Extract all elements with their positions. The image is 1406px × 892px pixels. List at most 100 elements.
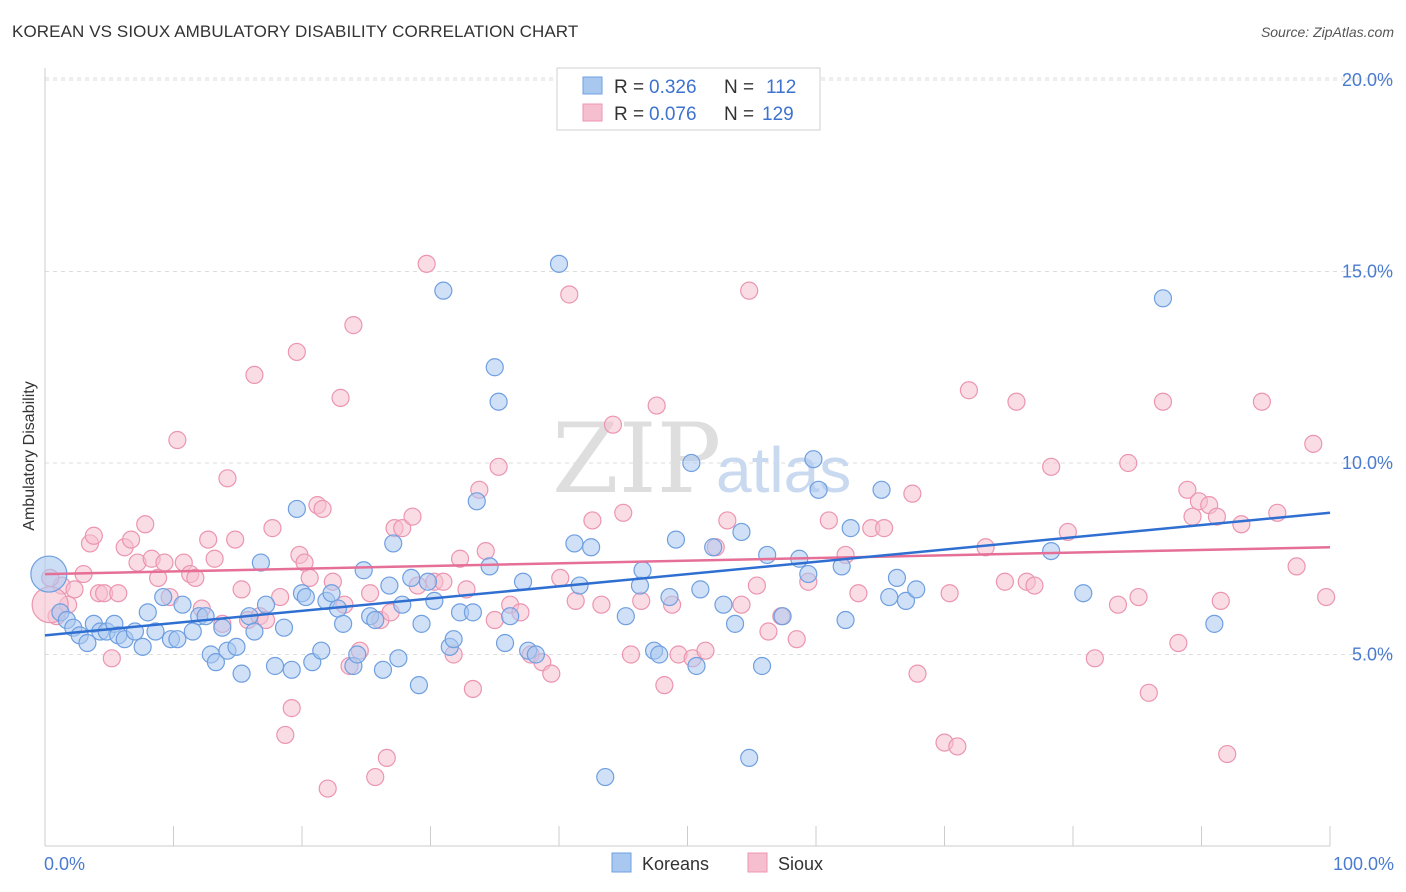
sioux-point <box>65 580 84 599</box>
koreans-point <box>227 637 246 656</box>
koreans-point <box>183 622 202 641</box>
sioux-point <box>205 549 224 568</box>
bottom-legend-swatch-koreans <box>611 852 632 873</box>
koreans-point <box>872 480 891 499</box>
koreans-point <box>354 561 373 580</box>
koreans-point <box>154 587 173 607</box>
sioux-point <box>787 630 806 649</box>
koreans-point <box>287 499 306 519</box>
legend-n-value-koreans: 112 <box>766 77 796 98</box>
legend-swatch-koreans <box>582 76 603 95</box>
bottom-legend-label-sioux: Sioux <box>778 854 823 874</box>
sioux-point <box>1153 392 1173 411</box>
sioux-point <box>168 430 187 450</box>
koreans-point <box>173 595 192 614</box>
koreans-point <box>704 538 723 557</box>
koreans-point <box>393 595 412 614</box>
koreans-point <box>380 576 399 595</box>
sioux-point <box>84 526 103 545</box>
koreans-point <box>373 660 393 679</box>
sioux-point <box>102 649 121 668</box>
koreans-point <box>78 633 97 653</box>
koreans-point <box>296 587 315 607</box>
sioux-point <box>393 519 412 538</box>
sioux-point <box>908 664 927 683</box>
koreans-point <box>348 645 367 664</box>
koreans-point <box>366 610 385 630</box>
sioux-point <box>485 610 504 630</box>
sioux-point <box>287 342 306 362</box>
sioux-point <box>740 281 759 300</box>
x-tick-label-max: 100.0% <box>1333 854 1394 874</box>
y-tick-label: 5.0% <box>1352 645 1393 665</box>
koreans-point <box>196 607 215 626</box>
sioux-point <box>344 316 363 335</box>
sioux-point <box>121 530 141 549</box>
koreans-point <box>489 392 508 411</box>
koreans-point <box>526 645 545 664</box>
sioux-point <box>276 725 295 745</box>
legend-r-label-sioux: R = <box>614 104 649 125</box>
sioux-point <box>148 568 168 588</box>
koreans-point <box>251 553 270 572</box>
sioux-point <box>1025 576 1044 595</box>
sioux-point <box>542 664 561 683</box>
sioux-point <box>849 584 868 603</box>
sioux-point <box>1007 392 1026 411</box>
koreans-point <box>312 641 331 660</box>
koreans-point <box>565 534 584 553</box>
sioux-point <box>263 519 282 538</box>
watermark-atlas: atlas <box>716 434 851 506</box>
koreans-point <box>907 580 926 599</box>
koreans-point <box>425 591 444 610</box>
koreans-point <box>274 618 294 637</box>
sioux-point <box>940 584 959 603</box>
sioux-point <box>318 779 337 798</box>
sioux-point <box>647 396 666 415</box>
sioux-point <box>199 530 218 549</box>
sioux-point <box>718 511 737 530</box>
sioux-point <box>1129 587 1148 607</box>
koreans-point <box>245 622 264 641</box>
source-label: Source: ZipAtlas.com <box>1260 24 1394 40</box>
sioux-point <box>1119 453 1138 473</box>
koreans-point <box>758 545 777 565</box>
sioux-point <box>603 415 623 434</box>
koreans-point <box>880 587 899 607</box>
sioux-point <box>948 737 967 756</box>
koreans-point <box>1205 614 1224 633</box>
sioux-point <box>1042 457 1061 476</box>
koreans-point <box>213 618 232 637</box>
sioux-point <box>560 285 579 304</box>
trend-lines <box>44 511 1331 637</box>
koreans-point <box>1153 289 1173 308</box>
legend-r-value-sioux: 0.076 <box>649 104 697 125</box>
koreans-point <box>596 767 615 787</box>
koreans-trend-line <box>44 511 1331 637</box>
sioux-point <box>403 507 422 526</box>
koreans-point <box>501 607 520 626</box>
koreans-point <box>389 649 408 668</box>
sioux-point <box>632 591 651 610</box>
koreans-point <box>896 591 916 610</box>
legend-r-label-koreans: R = <box>614 77 649 98</box>
koreans-point <box>334 614 353 633</box>
koreans-point <box>809 480 828 499</box>
koreans-point <box>633 561 652 580</box>
sioux-point <box>218 469 237 488</box>
y-axis-label: Ambulatory Disability <box>21 381 38 530</box>
koreans-point <box>773 607 792 626</box>
koreans-point <box>714 595 733 614</box>
sioux-point <box>450 549 470 568</box>
chart-title: KOREAN VS SIOUX AMBULATORY DISABILITY CO… <box>12 22 579 41</box>
koreans-point <box>412 614 431 633</box>
legend-n-value-sioux: 129 <box>762 104 794 125</box>
koreans-point <box>513 572 533 591</box>
sioux-point <box>759 622 778 641</box>
koreans-point <box>887 568 907 588</box>
koreans-point <box>409 676 429 695</box>
sioux-point <box>1183 507 1202 526</box>
koreans-point <box>725 614 745 633</box>
sioux-point <box>1085 649 1104 668</box>
sioux-point <box>592 595 611 614</box>
